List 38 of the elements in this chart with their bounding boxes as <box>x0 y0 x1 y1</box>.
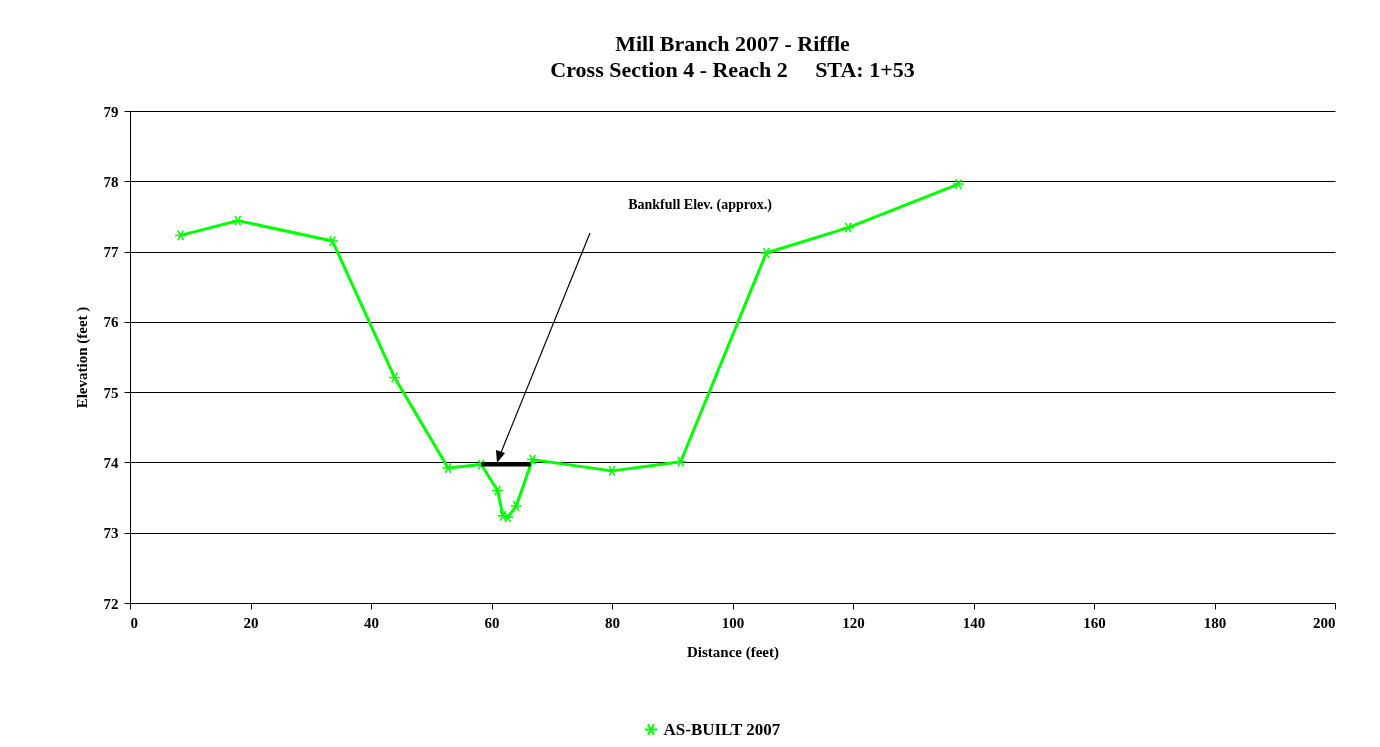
point <box>326 235 339 247</box>
x-tick-label: 120 <box>842 614 865 631</box>
chart-title: Mill Branch 2007 - Riffle <box>615 31 851 56</box>
y-tick-label: 78 <box>103 173 119 190</box>
point <box>952 178 965 190</box>
x-tick-label: 80 <box>605 614 620 631</box>
point <box>841 222 855 234</box>
point <box>526 454 539 466</box>
point <box>760 247 773 259</box>
point <box>174 229 187 241</box>
point <box>491 485 504 497</box>
point <box>501 511 514 523</box>
y-axis-title: Elevation (feet ) <box>73 306 91 409</box>
x-tick-label: 20 <box>243 614 259 631</box>
x-tick-label: 180 <box>1203 614 1227 631</box>
x-tick-label: 40 <box>364 614 379 631</box>
x-axis-title: Distance (feet) <box>686 643 780 661</box>
point <box>441 462 455 474</box>
x-tick-label: 140 <box>962 614 986 631</box>
y-tick-label: 77 <box>103 244 119 261</box>
x-tick-label: 100 <box>721 614 745 631</box>
y-tick-label: 79 <box>103 103 119 120</box>
annotation: Bankfull Elev. (approx.) <box>628 197 773 213</box>
chart-subtitle: Cross Section 4 - Reach 2 STA: 1+53 <box>550 57 915 82</box>
y-tick-label: 73 <box>103 525 119 542</box>
x-tick-label: 160 <box>1083 614 1106 631</box>
x-tick-label: 0 <box>130 614 138 631</box>
y-tick-label: 72 <box>103 595 119 612</box>
point <box>388 371 401 383</box>
point <box>509 500 523 512</box>
y-tick-label: 75 <box>103 384 119 401</box>
y-tick-label: 76 <box>103 314 119 331</box>
x-tick-label: 200 <box>1313 614 1336 631</box>
point <box>231 215 245 227</box>
legend-label: AS-BUILT 2007 <box>663 719 781 739</box>
y-tick-label: 74 <box>103 454 119 471</box>
point <box>605 465 619 477</box>
x-tick-label: 60 <box>484 614 500 631</box>
